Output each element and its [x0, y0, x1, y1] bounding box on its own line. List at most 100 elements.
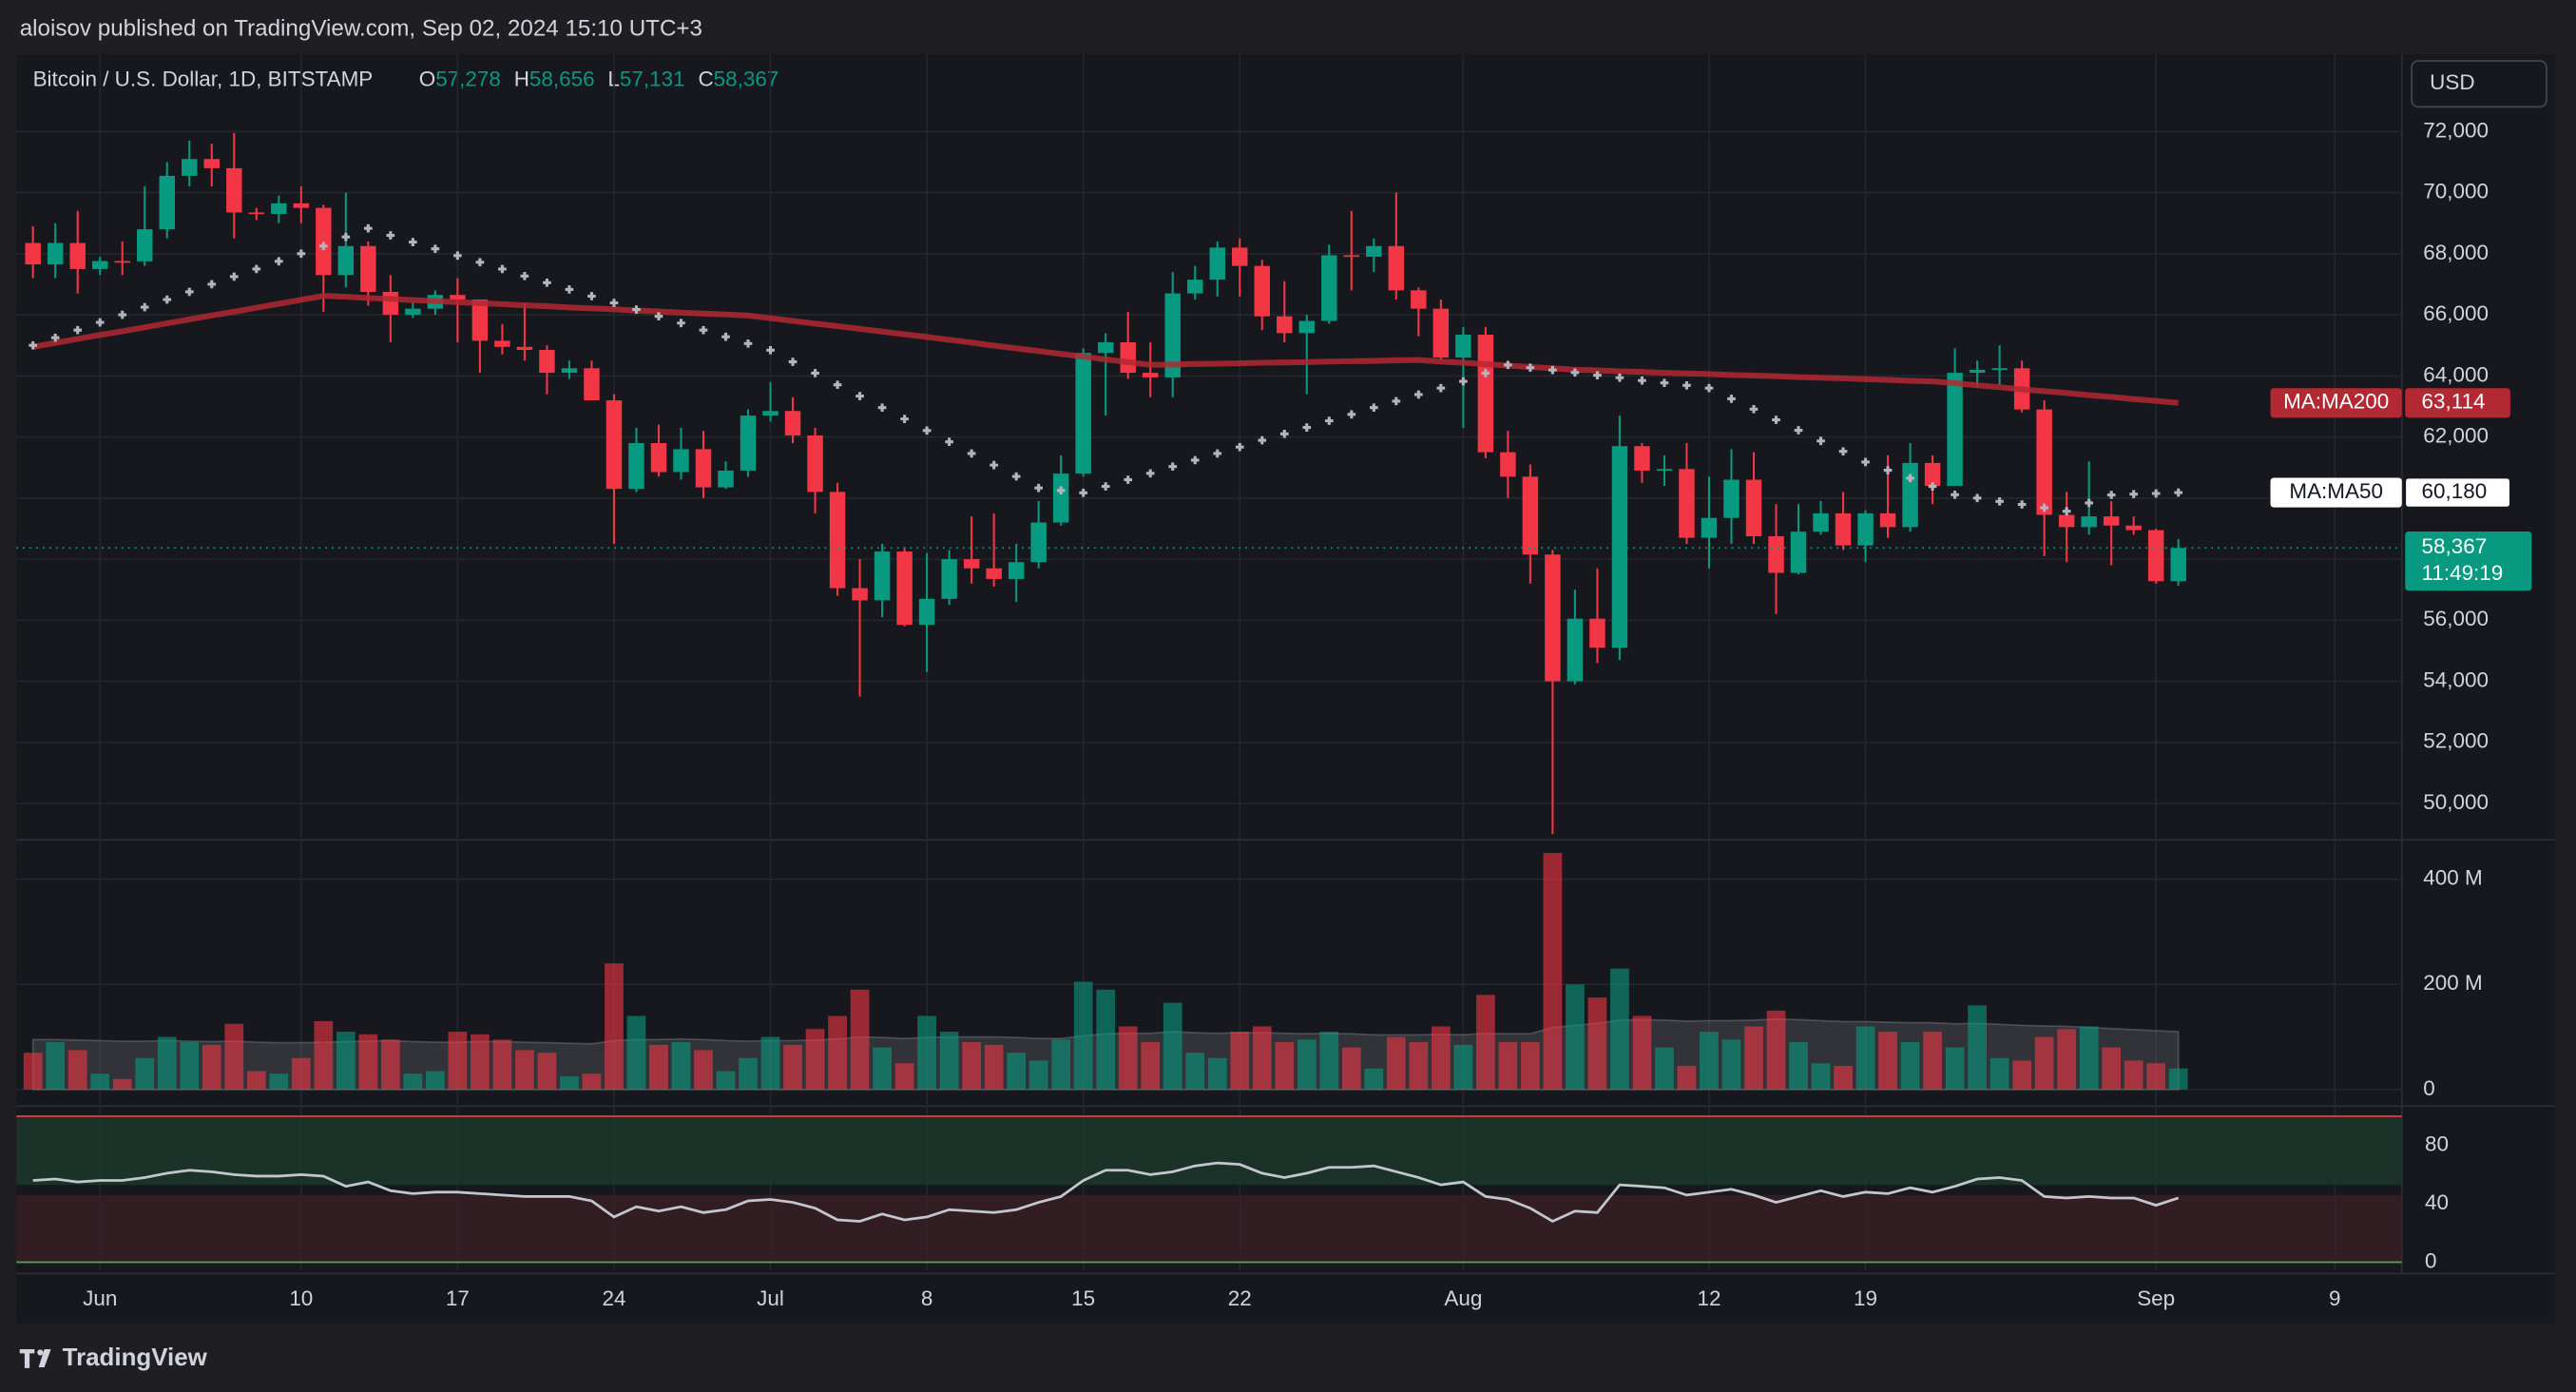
candle-body	[941, 559, 957, 599]
publish-line: aloisov published on TradingView.com, Se…	[20, 16, 702, 42]
candle-body	[1567, 618, 1584, 682]
candle-body	[1947, 373, 1963, 486]
candle-body	[1455, 334, 1471, 358]
candle-body	[1723, 479, 1740, 518]
legend-value: 57,131	[620, 68, 685, 91]
currency-button[interactable]	[2411, 60, 2547, 108]
candle-body	[1679, 469, 1695, 538]
x-tick-label: Aug	[1444, 1286, 1482, 1310]
ma-point	[274, 257, 283, 266]
ma-point	[1302, 423, 1312, 432]
ma-point	[1727, 395, 1736, 403]
volume-bar	[1968, 1005, 1987, 1090]
volume-bar	[671, 1042, 691, 1090]
oscillator-tick-label: 0	[2425, 1248, 2437, 1272]
ma-point	[1213, 449, 1222, 458]
candle-body	[2170, 548, 2186, 582]
volume-bar	[1073, 981, 1093, 1090]
candle-body	[2125, 525, 2142, 531]
volume-bar	[380, 1039, 400, 1090]
volume-bar	[2168, 1068, 2188, 1090]
ma-point	[811, 369, 819, 377]
volume-bar	[46, 1042, 66, 1090]
ma-point	[2151, 489, 2161, 498]
ma-point	[677, 319, 685, 328]
candle-body	[1254, 265, 1270, 317]
ma-point	[1660, 378, 1669, 388]
candle-body	[606, 400, 623, 490]
candle-body	[1589, 618, 1605, 648]
chart-panel	[16, 54, 2555, 1324]
volume-bar	[2057, 1029, 2077, 1090]
candle-body	[539, 350, 555, 374]
ma-point	[29, 340, 38, 350]
x-tick-label: 19	[1854, 1286, 1877, 1310]
candle-body	[1634, 446, 1650, 471]
ma-point	[1392, 396, 1401, 406]
ma-point	[1704, 383, 1714, 393]
candle-body	[2147, 530, 2164, 582]
volume-bar	[626, 1015, 646, 1090]
ma-point	[990, 460, 998, 470]
volume-tick-label: 0	[2423, 1076, 2435, 1100]
ma-point	[1279, 430, 1289, 438]
ma-point	[833, 380, 842, 389]
volume-bar	[1744, 1026, 1763, 1090]
x-tick-label: Sep	[2137, 1286, 2175, 1310]
candle-body	[471, 300, 489, 341]
candle-body	[516, 346, 533, 351]
volume-bar	[112, 1078, 132, 1090]
ma-value-box	[2405, 388, 2510, 418]
y-tick-label: 50,000	[2423, 790, 2489, 814]
candle-body	[248, 212, 265, 215]
volume-bar	[1319, 1032, 1339, 1090]
ma-point	[73, 325, 83, 335]
candle-body	[25, 242, 41, 265]
volume-bar	[1566, 984, 1585, 1090]
volume-bar	[1677, 1065, 1697, 1090]
volume-bar	[805, 1029, 825, 1090]
ma-point	[1995, 497, 2004, 506]
volume-bar	[1655, 1047, 1674, 1090]
volume-bar	[1230, 1032, 1250, 1090]
candle-body	[226, 167, 242, 213]
volume-bar	[67, 1050, 87, 1090]
candle-body	[337, 245, 355, 276]
ma-point	[1794, 426, 1803, 435]
ma-point	[1682, 380, 1691, 390]
ma-point	[1817, 436, 1825, 446]
candle-body	[695, 449, 712, 488]
ma-point	[699, 325, 708, 335]
ma-name: MA:MA50	[2289, 479, 2383, 503]
volume-bar	[760, 1036, 780, 1090]
candle-body	[1209, 247, 1225, 280]
ma-point	[1235, 442, 1244, 452]
ma-point	[632, 305, 641, 314]
volume-bar	[1096, 989, 1116, 1090]
candle-body	[203, 159, 220, 168]
candle-body	[1075, 353, 1091, 474]
ma-name: MA:MA200	[2283, 390, 2389, 414]
ma-point	[2174, 488, 2183, 497]
currency[interactable]: USD	[2430, 70, 2474, 94]
candle-body	[1745, 479, 1762, 536]
ma-point	[2040, 503, 2048, 512]
volume-bar	[1118, 1026, 1138, 1090]
candle-body	[918, 598, 935, 626]
ma-point	[1772, 416, 1780, 424]
candle-body	[405, 308, 421, 316]
ma-point	[855, 392, 864, 400]
volume-bar	[1521, 1042, 1540, 1090]
candle-body	[2103, 516, 2120, 526]
candle-body	[1611, 446, 1628, 648]
volume-bar	[90, 1073, 110, 1090]
y-tick-label: 68,000	[2423, 241, 2489, 264]
volume-bar	[23, 1053, 43, 1090]
ma-point	[1011, 472, 1021, 481]
candle-body	[1187, 280, 1203, 294]
ma-point	[229, 272, 239, 281]
candle-body	[114, 261, 130, 263]
candle-body	[829, 492, 846, 589]
ma-point	[1570, 368, 1580, 377]
y-tick-label: 72,000	[2423, 118, 2489, 142]
